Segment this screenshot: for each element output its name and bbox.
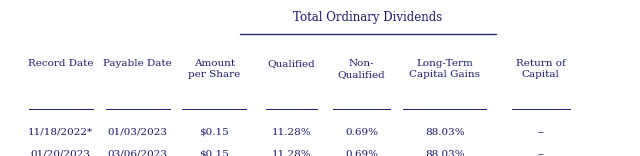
Text: 11.28%: 11.28% bbox=[271, 128, 311, 137]
Text: 0.69%: 0.69% bbox=[345, 150, 378, 156]
Text: --: -- bbox=[538, 128, 544, 137]
Text: 88.03%: 88.03% bbox=[425, 150, 465, 156]
Text: $0.15: $0.15 bbox=[200, 150, 229, 156]
Text: Qualified: Qualified bbox=[268, 59, 315, 68]
Text: Long-Term
Capital Gains: Long-Term Capital Gains bbox=[410, 59, 480, 79]
Text: Amount
per Share: Amount per Share bbox=[188, 59, 241, 79]
Text: Non-
Qualified: Non- Qualified bbox=[338, 59, 385, 79]
Text: $0.15: $0.15 bbox=[200, 128, 229, 137]
Text: Record Date: Record Date bbox=[28, 59, 93, 68]
Text: 01/20/2023: 01/20/2023 bbox=[31, 150, 91, 156]
Text: Total Ordinary Dividends: Total Ordinary Dividends bbox=[293, 11, 443, 24]
Text: --: -- bbox=[538, 150, 544, 156]
Text: 11.28%: 11.28% bbox=[271, 150, 311, 156]
Text: Return of
Capital: Return of Capital bbox=[516, 59, 566, 79]
Text: 88.03%: 88.03% bbox=[425, 128, 465, 137]
Text: 01/03/2023: 01/03/2023 bbox=[108, 128, 168, 137]
Text: 03/06/2023: 03/06/2023 bbox=[108, 150, 168, 156]
Text: 11/18/2022*: 11/18/2022* bbox=[28, 128, 93, 137]
Text: Payable Date: Payable Date bbox=[103, 59, 172, 68]
Text: 0.69%: 0.69% bbox=[345, 128, 378, 137]
